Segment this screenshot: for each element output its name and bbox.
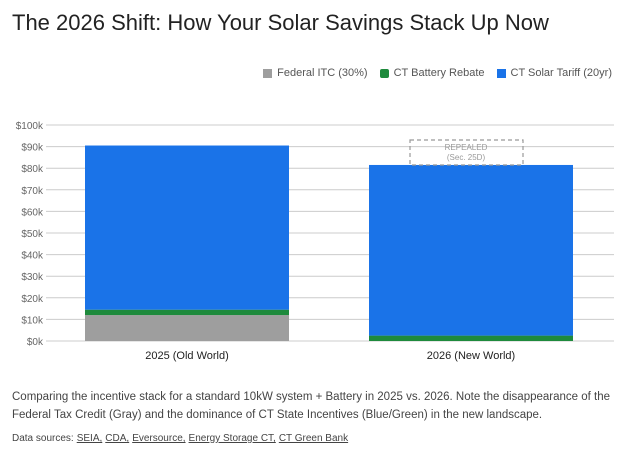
legend-swatch [496,68,506,78]
source-link[interactable]: CT Green Bank [278,433,349,444]
chart-title: The 2026 Shift: How Your Solar Savings S… [12,10,549,35]
x-tick-label: 2026 (New World) [427,350,515,362]
chart: $0k $10k $20k $30k $40k $50k $60k $70k $80k $90k $… [16,121,614,362]
source-link[interactable]: Eversource, [132,433,186,444]
legend-item: Federal ITC (30%) [263,67,368,79]
bar-segment [369,335,573,341]
legend-label: Federal ITC (30%) [277,67,368,79]
y-tick-label: $90k [21,143,44,154]
y-tick-label: $50k [21,229,44,240]
legend-swatch [263,68,273,78]
annotation-line2: (Sec. 25D) [447,153,486,162]
legend-item: CT Solar Tariff (20yr) [496,67,612,79]
bar-segment [85,315,289,341]
sources: Data sources: SEIA, CDA, Eversource, Energy … [12,433,348,444]
legend-label: CT Solar Tariff (20yr) [510,67,612,79]
bar-segment [85,145,289,310]
repealed-box [409,139,524,166]
y-tick-label: $20k [21,294,44,305]
sources-label: Data sources: [12,433,74,444]
source-link[interactable]: SEIA, [76,433,103,444]
source-link[interactable]: Energy Storage CT, [188,433,276,444]
x-tick-label: 2025 (Old World) [145,350,229,362]
y-tick-label: $10k [21,315,44,326]
legend-swatch [379,68,389,78]
y-tick-label: $80k [21,164,44,175]
y-tick-label: $40k [21,251,44,262]
legend-item: CT Battery Rebate [379,67,485,79]
legend: Federal ITC (30%) CT Battery Rebate CT Sol… [263,67,612,79]
bar-segment [85,309,289,316]
bar-segment [369,164,573,336]
y-tick-label: $100k [16,121,44,132]
legend-label: CT Battery Rebate [393,67,485,79]
y-tick-label: $70k [21,186,44,197]
caption: Comparing the incentive stack for a stan… [12,391,611,421]
annotation-line1: REPEALED [445,143,488,152]
y-tick-label: $0k [27,337,44,348]
y-tick-label: $60k [21,207,44,218]
y-tick-label: $30k [21,272,44,283]
source-link[interactable]: CDA, [105,433,130,444]
